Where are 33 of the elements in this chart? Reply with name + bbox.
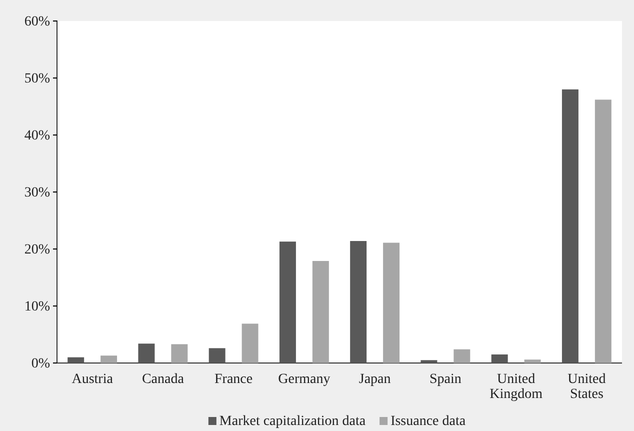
x-tick-label: Germany: [278, 372, 330, 387]
bar: [312, 260, 329, 363]
bar: [279, 242, 296, 363]
y-tick-label: 20%: [24, 242, 50, 258]
x-tick-label: Spain: [429, 372, 462, 387]
legend-label: Market capitalization data: [219, 414, 366, 429]
bar: [491, 354, 508, 363]
x-tick-label: Canada: [142, 372, 185, 387]
bar: [100, 356, 118, 363]
bar: [454, 349, 470, 363]
bar: [242, 324, 258, 363]
y-tick-label: 40%: [24, 128, 50, 144]
legend-label: Issuance data: [390, 414, 466, 429]
bar: [68, 357, 84, 363]
bar: [171, 344, 188, 363]
bar: [138, 344, 155, 363]
y-tick-label: 0%: [31, 356, 50, 372]
x-tick-label: Japan: [358, 372, 391, 387]
bar: [562, 89, 578, 363]
bar: [383, 242, 400, 363]
y-tick-label: 30%: [24, 185, 50, 200]
y-tick-label: 50%: [24, 71, 50, 86]
x-tick-label: United States: [568, 372, 606, 402]
x-tick-label: France: [214, 372, 253, 387]
x-tick-label: Austria: [72, 372, 114, 387]
y-tick-label: 60%: [24, 14, 50, 30]
bar: [524, 360, 541, 363]
y-tick-label: 10%: [24, 299, 50, 314]
bar: [350, 241, 367, 363]
bar: [420, 360, 438, 363]
bar: [208, 348, 226, 363]
bar: [594, 100, 612, 363]
x-tick-label: United Kingdom: [490, 372, 543, 402]
